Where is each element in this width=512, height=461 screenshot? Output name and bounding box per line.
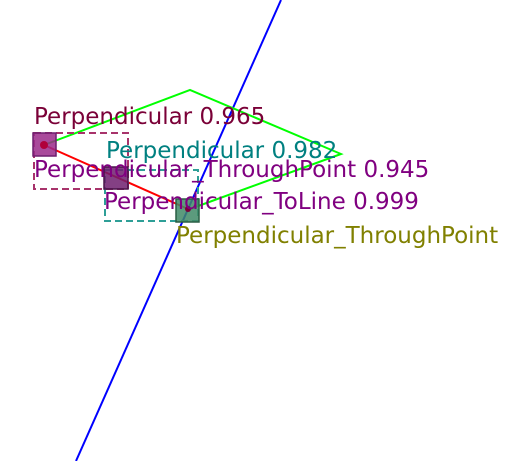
detection-box-to-line xyxy=(104,169,199,222)
label-through-point-2: Perpendicular_ThroughPoint xyxy=(176,223,498,249)
label-perpendicular: Perpendicular 0.965 xyxy=(34,104,265,130)
blue-line xyxy=(75,0,282,461)
label-through-point: Perpendicular_ThroughPoint 0.945 xyxy=(34,157,429,183)
detection-box-perpendicular xyxy=(33,132,129,190)
point-marker-b xyxy=(103,166,129,190)
label-perpendicular-2: Perpendicular 0.982 xyxy=(106,138,337,164)
point-dot-a xyxy=(40,141,48,149)
green-polygon xyxy=(43,88,344,210)
label-to-line: Perpendicular_ToLine 0.999 xyxy=(104,189,419,215)
point-dot-c xyxy=(185,206,191,212)
